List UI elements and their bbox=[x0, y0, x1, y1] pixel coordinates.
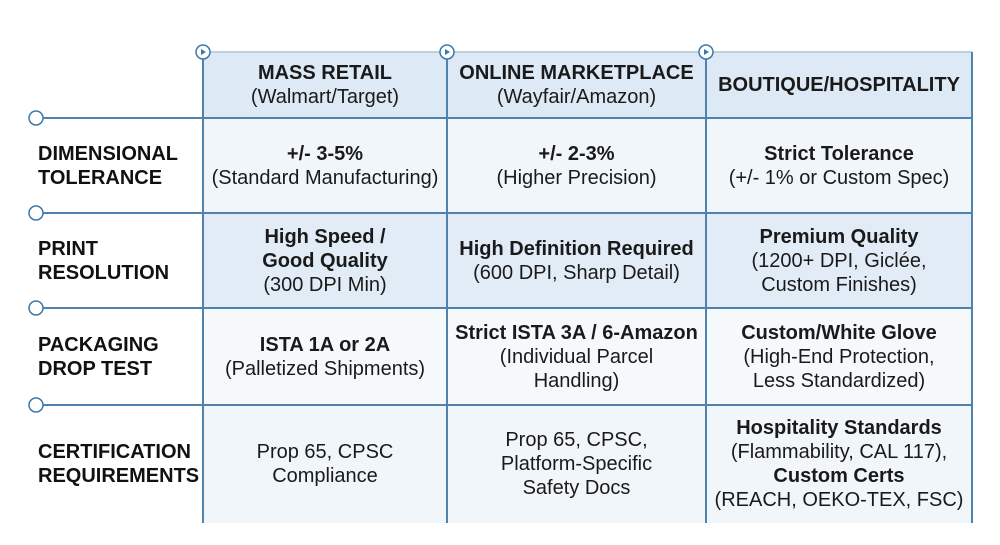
table-cell: Prop 65, CPSC, Platform-Specific Safety Do… bbox=[447, 405, 706, 523]
cell-detail: Platform-Specific bbox=[500, 453, 653, 475]
cell-detail: (Wayfair/Amazon) bbox=[496, 86, 657, 108]
cell-heading: Strict ISTA 3A / 6-Amazon bbox=[455, 321, 698, 344]
cell-heading: +/- 3-5% bbox=[286, 142, 364, 165]
cell-detail: Prop 65, CPSC bbox=[256, 441, 394, 463]
cell-detail: Safety Docs bbox=[522, 477, 631, 499]
table-cell: Premium Quality (1200+ DPI, Giclée, Custom… bbox=[706, 213, 972, 308]
cell-detail: (Standard Manufacturing) bbox=[211, 166, 439, 189]
row-label-line: CERTIFICATION bbox=[38, 441, 191, 463]
cell-detail: (Walmart/Target) bbox=[250, 86, 400, 108]
table-cell: Strict Tolerance (+/- 1% or Custom Spec) bbox=[706, 118, 972, 213]
cell-detail: Compliance bbox=[272, 465, 378, 487]
cell-heading: Good Quality bbox=[262, 249, 388, 272]
table-cell: High Definition Required (600 DPI, Sharp … bbox=[447, 213, 706, 308]
cell-heading: ISTA 1A or 2A bbox=[259, 333, 391, 356]
table-cell: Strict ISTA 3A / 6-Amazon (Individual Par… bbox=[447, 308, 706, 405]
row-label: CERTIFICATION REQUIREMENTS bbox=[0, 405, 203, 523]
cell-detail: (300 DPI Min) bbox=[263, 273, 387, 296]
cell-heading: ONLINE MARKETPLACE bbox=[459, 62, 694, 84]
cell-heading: BOUTIQUE/HOSPITALITY bbox=[718, 74, 960, 96]
cell-detail: Handling) bbox=[533, 369, 620, 392]
cell-detail: (1200+ DPI, Giclée, bbox=[751, 249, 927, 272]
cell-heading: High Definition Required bbox=[459, 237, 694, 260]
cell-detail: (REACH, OEKO-TEX, FSC) bbox=[714, 489, 964, 511]
grid-line bbox=[705, 52, 707, 523]
cell-detail: Prop 65, CPSC, bbox=[505, 429, 648, 451]
grid-line bbox=[30, 117, 972, 119]
table-cell: Custom/White Glove (High-End Protection, L… bbox=[706, 308, 972, 405]
cell-heading: Strict Tolerance bbox=[764, 142, 914, 165]
row-label: PACKAGING DROP TEST bbox=[0, 308, 203, 405]
row-label: DIMENSIONAL TOLERANCE bbox=[0, 118, 203, 213]
cell-detail: (Flammability, CAL 117), bbox=[730, 441, 948, 463]
cell-detail: (600 DPI, Sharp Detail) bbox=[473, 261, 680, 284]
table-cell: +/- 2-3% (Higher Precision) bbox=[447, 118, 706, 213]
grid-line bbox=[30, 404, 972, 406]
grid-line bbox=[30, 212, 972, 214]
cell-heading: +/- 2-3% bbox=[538, 142, 615, 165]
header-cell: BOUTIQUE/HOSPITALITY bbox=[706, 52, 972, 118]
row-label-line: TOLERANCE bbox=[38, 166, 163, 189]
grid-line bbox=[203, 51, 972, 53]
cell-detail: (High-End Protection, bbox=[743, 345, 935, 368]
cell-detail: (Palletized Shipments) bbox=[224, 357, 426, 380]
grid-line bbox=[30, 307, 972, 309]
row-label-line: DROP TEST bbox=[38, 357, 153, 380]
row-label-line: PACKAGING bbox=[38, 333, 159, 356]
table-cell: High Speed / Good Quality (300 DPI Min) bbox=[203, 213, 447, 308]
cell-detail: Less Standardized) bbox=[752, 369, 926, 392]
cell-detail: Custom Finishes) bbox=[761, 273, 917, 296]
table-cell: +/- 3-5% (Standard Manufacturing) bbox=[203, 118, 447, 213]
cell-detail: (+/- 1% or Custom Spec) bbox=[728, 166, 950, 189]
grid-line bbox=[446, 52, 448, 523]
grid-line bbox=[971, 52, 973, 523]
grid-line bbox=[202, 52, 204, 523]
table-cell: Prop 65, CPSC Compliance bbox=[203, 405, 447, 523]
cell-heading: Hospitality Standards bbox=[736, 417, 942, 439]
header-cell: ONLINE MARKETPLACE (Wayfair/Amazon) bbox=[447, 52, 706, 118]
cell-heading: Custom/White Glove bbox=[741, 321, 937, 344]
cell-heading: High Speed / bbox=[264, 225, 386, 248]
table-cell: Hospitality Standards (Flammability, CAL … bbox=[706, 405, 972, 523]
cell-heading: MASS RETAIL bbox=[257, 62, 393, 84]
cell-heading: Premium Quality bbox=[759, 225, 919, 248]
cell-heading: Custom Certs bbox=[773, 465, 905, 487]
cell-detail: (Higher Precision) bbox=[496, 166, 657, 189]
row-label-line: DIMENSIONAL bbox=[38, 142, 178, 165]
table-cell: ISTA 1A or 2A (Palletized Shipments) bbox=[203, 308, 447, 405]
cell-detail: (Individual Parcel bbox=[499, 345, 654, 368]
header-cell: MASS RETAIL (Walmart/Target) bbox=[203, 52, 447, 118]
row-label-line: RESOLUTION bbox=[38, 261, 170, 284]
row-label: PRINT RESOLUTION bbox=[0, 213, 203, 308]
row-label-line: PRINT bbox=[38, 237, 98, 260]
row-label-line: REQUIREMENTS bbox=[38, 465, 200, 487]
